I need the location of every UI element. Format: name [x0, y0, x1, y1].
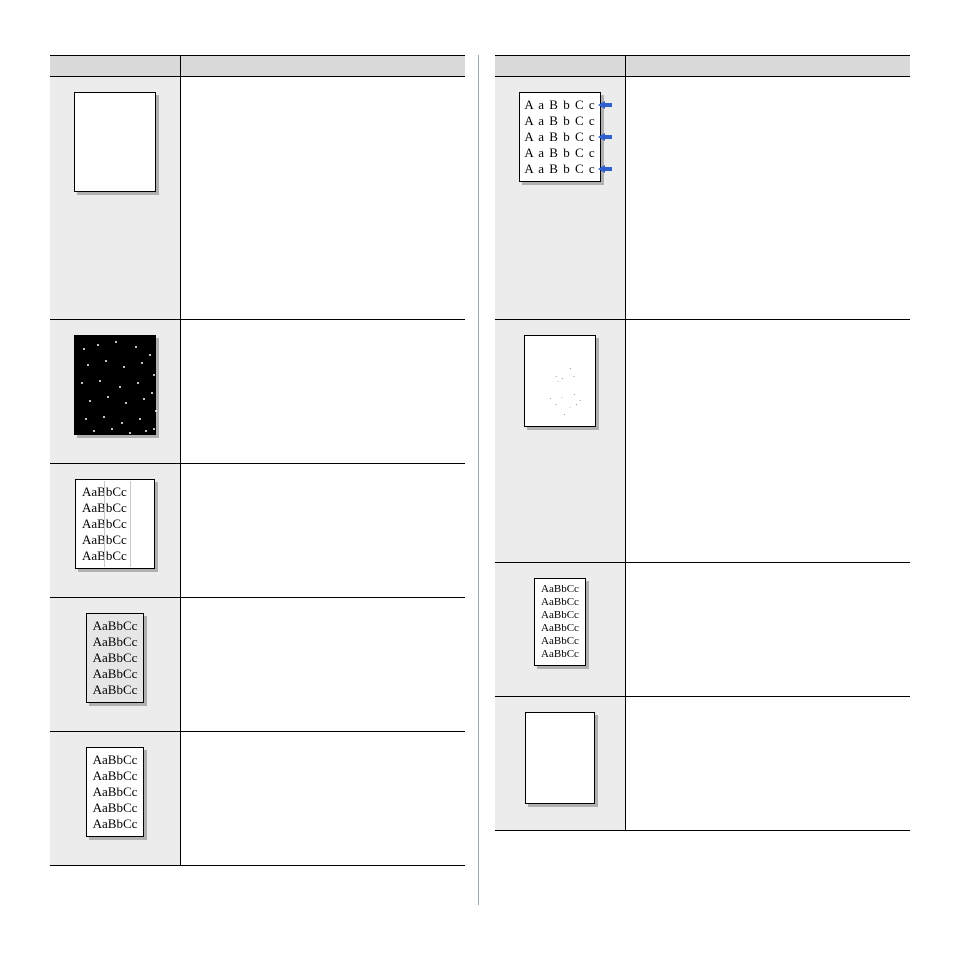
sample-cell	[50, 77, 180, 319]
arrow-icon	[598, 133, 612, 141]
sample-text-line: A a B b C c	[524, 161, 595, 177]
sample-thumbnail: .·˙·.·.˙·.·˙·	[524, 335, 596, 427]
sample-cell: .·˙·.·.˙·.·˙·	[495, 320, 625, 562]
sample-cell: AaBbCcAaBbCcAaBbCcAaBbCcAaBbCc	[50, 464, 180, 597]
arrow-icon	[598, 101, 612, 109]
description-cell	[625, 320, 910, 562]
sample-text-line: AaBbCc	[76, 484, 154, 500]
sample-text-line: AaBbCc	[541, 622, 579, 635]
right-row	[495, 697, 910, 831]
description-cell	[625, 563, 910, 696]
sample-text-line: AaBbCc	[541, 635, 579, 648]
sample-cell: AaBbCcAaBbCcAaBbCcAaBbCcAaBbCc	[50, 732, 180, 865]
left-row	[50, 77, 465, 320]
description-cell	[625, 77, 910, 319]
description-cell	[180, 464, 465, 597]
right-header-sample-col	[495, 56, 625, 76]
sample-text-line: AaBbCc	[76, 500, 154, 516]
right-row: AaBbCcAaBbCcAaBbCcAaBbCcAaBbCcAaBbCc	[495, 563, 910, 697]
description-cell	[180, 732, 465, 865]
sample-text-line: AaBbCc	[76, 548, 154, 564]
sample-text-line: AaBbCc	[93, 816, 138, 832]
sample-thumbnail	[74, 92, 156, 192]
sample-cell: A a B b C cA a B b C cA a B b C cA a B b…	[495, 77, 625, 319]
right-column: A a B b C cA a B b C cA a B b C cA a B b…	[495, 55, 910, 831]
right-row: .·˙·.·.˙·.·˙·	[495, 320, 910, 563]
column-divider	[478, 55, 479, 905]
sample-text-line: AaBbCc	[93, 752, 138, 768]
sample-thumbnail: AaBbCcAaBbCcAaBbCcAaBbCcAaBbCcAaBbCc	[534, 578, 586, 666]
sample-text-line: AaBbCc	[93, 618, 138, 634]
sample-text-line: AaBbCc	[541, 583, 579, 596]
left-row: AaBbCcAaBbCcAaBbCcAaBbCcAaBbCc	[50, 598, 465, 732]
arrow-icon	[598, 165, 612, 173]
description-cell	[180, 598, 465, 731]
sample-text-line: AaBbCc	[541, 648, 579, 661]
right-header-desc-col	[625, 56, 910, 76]
sample-text-line: AaBbCc	[93, 634, 138, 650]
description-cell	[180, 77, 465, 319]
description-cell	[180, 320, 465, 463]
sample-thumbnail	[525, 712, 595, 804]
sample-text-line: A a B b C c	[524, 113, 595, 129]
sample-cell: AaBbCcAaBbCcAaBbCcAaBbCcAaBbCc	[50, 598, 180, 731]
sample-text-line: A a B b C c	[524, 145, 595, 161]
right-table-header	[495, 55, 910, 77]
sample-thumbnail: AaBbCcAaBbCcAaBbCcAaBbCcAaBbCc	[86, 613, 145, 703]
page: AaBbCcAaBbCcAaBbCcAaBbCcAaBbCcAaBbCcAaBb…	[0, 0, 954, 954]
sample-text-line: AaBbCc	[76, 516, 154, 532]
sample-thumbnail: AaBbCcAaBbCcAaBbCcAaBbCcAaBbCc	[86, 747, 145, 837]
right-row: A a B b C cA a B b C cA a B b C cA a B b…	[495, 77, 910, 320]
sample-text-line: AaBbCc	[541, 596, 579, 609]
sample-text-line: AaBbCc	[93, 666, 138, 682]
sample-text-line: AaBbCc	[541, 609, 579, 622]
left-row: AaBbCcAaBbCcAaBbCcAaBbCcAaBbCc	[50, 464, 465, 598]
sample-text-line: AaBbCc	[93, 800, 138, 816]
sample-text-line: AaBbCc	[76, 532, 154, 548]
description-cell	[625, 697, 910, 830]
left-row: AaBbCcAaBbCcAaBbCcAaBbCcAaBbCc	[50, 732, 465, 866]
left-header-desc-col	[180, 56, 465, 76]
sample-thumbnail	[74, 335, 156, 435]
sample-cell	[495, 697, 625, 830]
sample-thumbnail: AaBbCcAaBbCcAaBbCcAaBbCcAaBbCc	[75, 479, 155, 569]
left-header-sample-col	[50, 56, 180, 76]
sample-text-line: A a B b C c	[524, 129, 595, 145]
sample-cell: AaBbCcAaBbCcAaBbCcAaBbCcAaBbCcAaBbCc	[495, 563, 625, 696]
left-table-header	[50, 55, 465, 77]
sample-text-line: A a B b C c	[524, 97, 595, 113]
left-column: AaBbCcAaBbCcAaBbCcAaBbCcAaBbCcAaBbCcAaBb…	[50, 55, 465, 866]
sample-cell	[50, 320, 180, 463]
sample-text-line: AaBbCc	[93, 768, 138, 784]
left-row	[50, 320, 465, 464]
sample-text-line: AaBbCc	[93, 650, 138, 666]
sample-thumbnail: A a B b C cA a B b C cA a B b C cA a B b…	[519, 92, 600, 182]
sample-text-line: AaBbCc	[93, 784, 138, 800]
sample-text-line: AaBbCc	[93, 682, 138, 698]
